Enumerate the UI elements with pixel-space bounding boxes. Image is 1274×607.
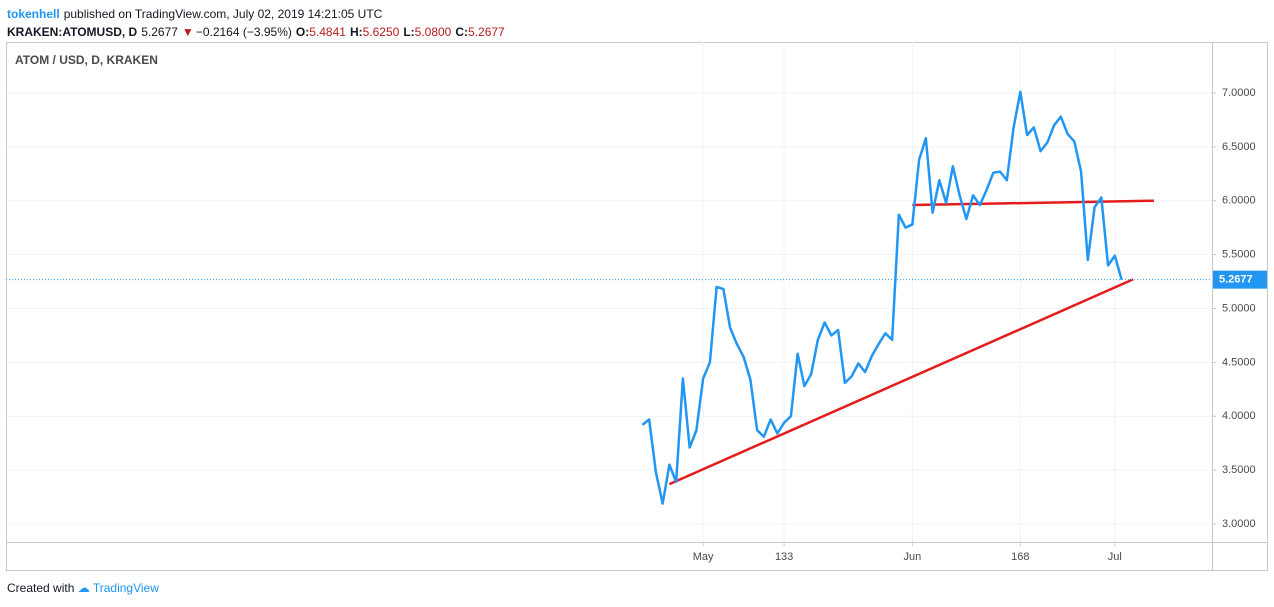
- trend-line: [668, 278, 1134, 486]
- y-tick-label: 7.0000: [1222, 87, 1256, 99]
- y-tick-label: 5.0000: [1222, 302, 1256, 314]
- y-tick-label: 5.5000: [1222, 249, 1256, 261]
- y-tick-label: 6.5000: [1222, 141, 1256, 153]
- y-tick-label: 3.5000: [1222, 464, 1256, 476]
- price: 5.2677: [141, 25, 178, 39]
- price-line: [641, 90, 1123, 505]
- x-tick-label: Jun: [903, 551, 921, 563]
- ohlc-value: 5.2677: [468, 25, 505, 39]
- y-tick-label: 4.0000: [1222, 410, 1256, 422]
- ohlc-label: O:: [295, 25, 310, 39]
- x-tick-label: 133: [775, 551, 793, 563]
- last-price-label: 5.2677: [1219, 274, 1253, 286]
- ohlc-value: 5.6250: [362, 25, 400, 39]
- brand-name[interactable]: TradingView: [92, 581, 159, 595]
- published: published on TradingView.com, July 02, 2…: [63, 7, 383, 21]
- header: tokenhell published on TradingView.com, J…: [7, 5, 509, 41]
- y-tick-label: 3.0000: [1222, 518, 1256, 530]
- header-line: tokenhell published on TradingView.com, J…: [7, 5, 509, 23]
- symbol: KRAKEN:ATOMUSD, D: [7, 25, 138, 39]
- ohlc-value: 5.0800: [414, 25, 452, 39]
- y-tick-label: 4.5000: [1222, 356, 1256, 368]
- last-price-box: [1213, 270, 1267, 289]
- ohlc-value: 5.4841: [309, 25, 346, 39]
- ohlc-label: L:: [403, 25, 415, 39]
- arrow: ▼: [181, 25, 194, 39]
- header-line: KRAKEN:ATOMUSD, D 5.2677 ▼ −0.2164 (−3.95%)…: [7, 23, 509, 41]
- footer: Created with ☁ TradingView: [7, 581, 159, 595]
- chart-frame: [6, 42, 1268, 571]
- chart-title: ATOM / USD, D, KRAKEN: [15, 53, 158, 67]
- x-tick-label: Jul: [1108, 551, 1122, 563]
- footer-text: Created with: [7, 581, 75, 595]
- x-tick-label: 168: [1011, 551, 1029, 563]
- y-tick-label: 6.0000: [1222, 195, 1256, 207]
- ohlc-label: H:: [349, 25, 363, 39]
- x-tick-label: May: [693, 551, 714, 563]
- trend-line: [912, 199, 1154, 207]
- ohlc-label: C:: [455, 25, 469, 39]
- author[interactable]: tokenhell: [7, 7, 60, 21]
- change: −0.2164 (−3.95%): [195, 25, 292, 39]
- brand[interactable]: ☁ TradingView: [77, 581, 159, 595]
